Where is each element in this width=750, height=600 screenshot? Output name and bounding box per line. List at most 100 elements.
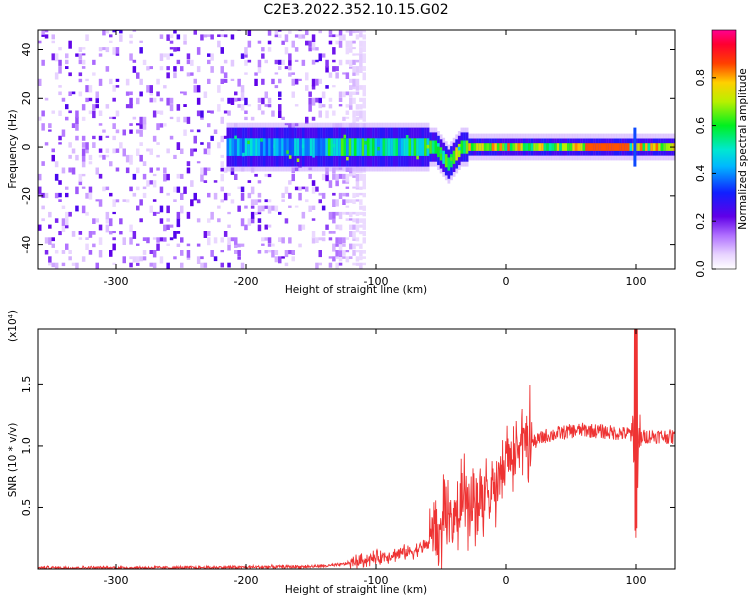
heatmap-cell — [574, 143, 578, 151]
heatmap-cell — [156, 211, 160, 214]
heatmap-cell — [342, 192, 346, 197]
heatmap-cell — [176, 142, 181, 150]
heatmap-cell — [261, 53, 265, 59]
heatmap-cell — [274, 59, 279, 65]
heatmap-cell — [38, 116, 42, 121]
heatmap-cell — [374, 138, 378, 156]
heatmap-cell — [362, 47, 366, 53]
heatmap-cell — [338, 173, 343, 179]
heatmap-cell — [152, 262, 157, 269]
heatmap-cell — [321, 192, 326, 199]
heatmap-cell — [359, 211, 363, 216]
heatmap-cell — [48, 262, 52, 266]
heatmap-cell — [362, 186, 366, 190]
heatmap-cell — [598, 143, 602, 151]
heatmap-cell — [142, 59, 147, 65]
heatmap-cell — [522, 143, 526, 151]
heatmap-cell — [98, 47, 103, 52]
heatmap-cell — [207, 78, 211, 84]
heatmap-cell — [190, 59, 194, 66]
heatmap-cell — [311, 97, 316, 106]
heatmap-cell — [335, 34, 339, 37]
heatmap-cell — [213, 192, 218, 200]
heatmap-cell — [356, 138, 360, 156]
heatmap-cell — [220, 161, 224, 168]
heatmap-cell — [146, 180, 150, 187]
heatmap-cell — [109, 161, 113, 167]
heatmap-cell — [349, 30, 353, 36]
heatmap-cell — [244, 72, 248, 75]
heatmap-cell — [207, 123, 211, 128]
heatmap-cell — [85, 97, 89, 103]
heatmap-cell — [281, 40, 285, 45]
heatmap-cell — [633, 127, 637, 167]
heatmap-cell — [455, 147, 459, 161]
heatmap-cell — [220, 250, 224, 253]
y-tick-label: -40 — [20, 236, 33, 254]
heatmap-cell — [152, 250, 157, 258]
heatmap-cell — [78, 237, 83, 240]
heatmap-cell — [338, 243, 343, 251]
heatmap-cell — [345, 192, 350, 197]
heatmap-cell — [352, 237, 356, 241]
heatmap-cell — [315, 97, 319, 103]
heatmap-cell — [44, 97, 49, 101]
heatmap-cell — [442, 150, 446, 164]
heatmap-cell — [342, 256, 346, 259]
heatmap-cell — [220, 47, 224, 54]
heatmap-cell — [352, 250, 356, 256]
heatmap-cell — [311, 237, 316, 244]
heatmap-cell — [129, 97, 133, 106]
heatmap-cell — [166, 218, 170, 222]
heatmap-cell — [71, 123, 76, 128]
heatmap-cell — [48, 211, 52, 218]
heatmap-cell — [320, 138, 323, 156]
heatmap-cell — [220, 237, 224, 243]
heatmap-cell — [315, 59, 319, 63]
heatmap-cell — [359, 199, 363, 205]
snr-background — [38, 329, 675, 569]
heatmap-cell — [41, 110, 45, 117]
heatmap-cell — [85, 243, 89, 250]
heatmap-cell — [166, 224, 170, 230]
heatmap-cell — [98, 237, 103, 245]
heatmap-cell — [434, 140, 438, 154]
heatmap-cell — [291, 40, 295, 48]
heatmap-cell — [193, 78, 197, 84]
heatmap-cell — [217, 104, 221, 112]
heatmap-cell — [450, 157, 454, 161]
heatmap-cell — [342, 116, 346, 121]
heatmap-cell — [359, 218, 363, 223]
heatmap-cell — [332, 47, 336, 55]
y-tick-label: 1.5 — [20, 376, 33, 394]
heatmap-cell — [220, 97, 224, 102]
heatmap-cell — [193, 135, 197, 144]
heatmap-cell — [352, 231, 356, 239]
heatmap-cell — [75, 123, 79, 131]
heatmap-cell — [193, 148, 197, 152]
heatmap-cell — [129, 123, 133, 126]
heatmap-cell — [564, 143, 568, 151]
heatmap-cell — [333, 143, 337, 148]
heatmap-cell — [207, 237, 211, 246]
heatmap-cell — [237, 205, 241, 212]
heatmap-cell — [481, 143, 485, 151]
heatmap-cell — [460, 140, 464, 154]
heatmap-cell — [332, 231, 336, 234]
heatmap-cell — [452, 150, 456, 164]
heatmap-cell — [298, 30, 302, 32]
heatmap-cell — [44, 192, 49, 199]
heatmap-cell — [237, 78, 241, 87]
heatmap-cell — [437, 143, 440, 158]
heatmap-cell — [38, 224, 42, 231]
heatmap-cell — [332, 59, 336, 63]
heatmap-cell — [159, 53, 164, 61]
heatmap-signal-trace — [226, 122, 675, 184]
heatmap-cell — [139, 40, 143, 43]
y-tick-label: 20 — [20, 91, 33, 105]
heatmap-cell — [335, 72, 339, 79]
heatmap-cell — [227, 110, 231, 116]
heatmap-cell — [54, 262, 59, 269]
heatmap-cell — [335, 256, 339, 259]
